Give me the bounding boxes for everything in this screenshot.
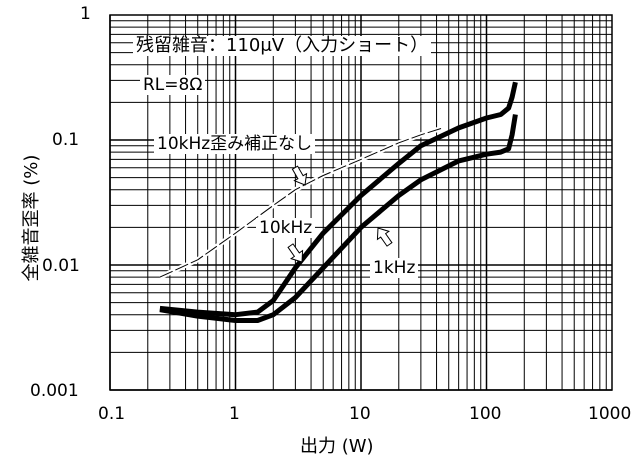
arrow-icon — [376, 227, 393, 247]
x-tick-label: 1000 — [588, 404, 632, 424]
y-tick-label: 0.001 — [30, 381, 79, 401]
y-tick-label: 1 — [80, 4, 91, 24]
label-1khz: 1kHz — [370, 258, 419, 278]
x-tick-label: 0.1 — [98, 404, 126, 424]
x-axis-label: 出力 (W) — [300, 436, 374, 457]
annotation-load: RL=8Ω — [140, 75, 206, 95]
x-tick-label: 10 — [349, 404, 371, 424]
series-line-10kHz歪み補正なし — [159, 127, 444, 278]
plot-frame — [109, 14, 613, 391]
x-tick-label: 1 — [229, 404, 240, 424]
arrow-10khz — [287, 243, 304, 263]
y-axis-label: 全雑音歪率 (%) — [21, 154, 42, 282]
arrow-icon — [287, 243, 304, 263]
y-tick-label: 0.01 — [42, 256, 80, 276]
series-line-10kHz — [159, 81, 518, 318]
series-line-1kHz — [159, 114, 518, 323]
arrow-icon — [291, 165, 308, 186]
annotation-residual-noise: 残留雑音：110μV（入力ショート） — [133, 36, 432, 56]
arrow-10khz-uncorrected — [291, 165, 308, 186]
label-10khz: 10kHz — [256, 218, 316, 238]
y-tick-label: 0.1 — [52, 130, 80, 150]
arrow-1khz — [376, 227, 393, 247]
label-10khz-uncorrected: 10kHz歪み補正なし — [154, 134, 316, 154]
x-tick-label: 100 — [469, 404, 502, 424]
